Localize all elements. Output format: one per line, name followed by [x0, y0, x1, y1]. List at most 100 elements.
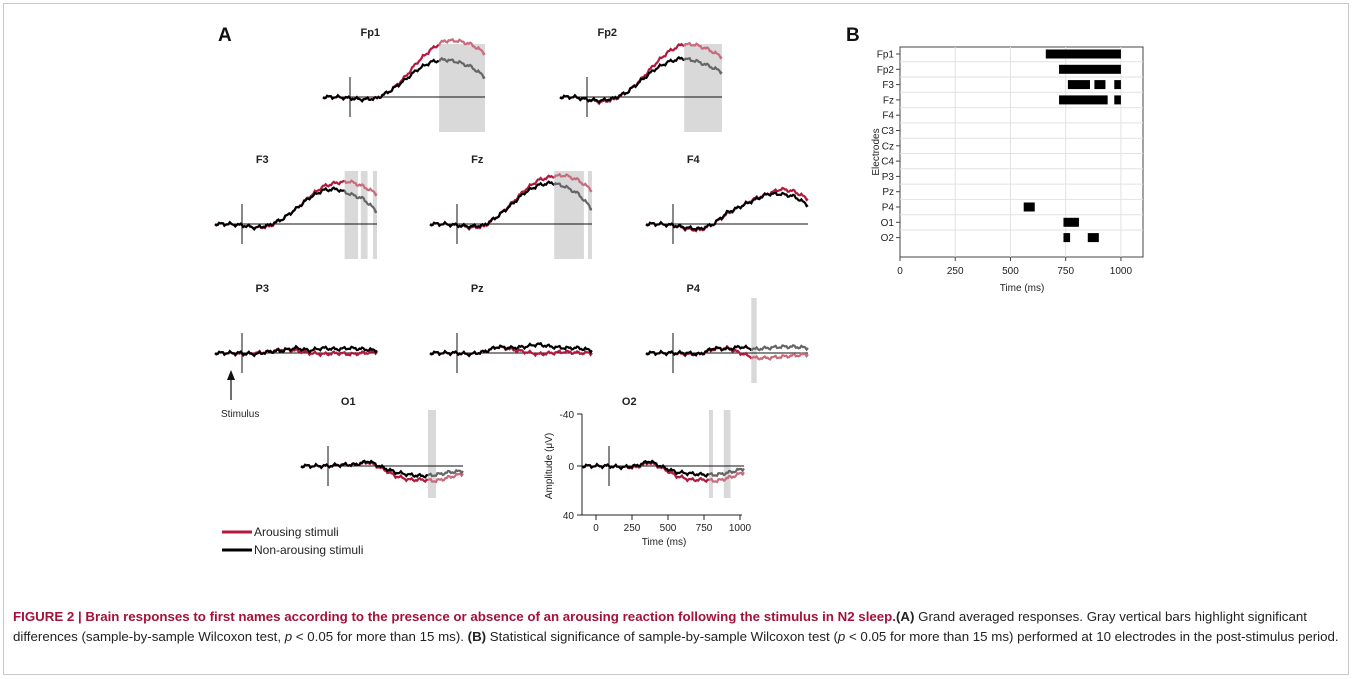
raster-segment-fz-6 — [1114, 95, 1121, 105]
panel-b-raster: Fp1 Fp2 F3 Fz F4 C3 Cz C4 P3 Pz P4 O1 O2 0 250 500 750 1… — [871, 46, 1144, 294]
o2-axes: -40 0 40 Amplitude (μV) 0 250 500 750 10… — [544, 410, 752, 548]
panel-a-erp-plots: Fp1 Fp2 F3 Fz F4 P3 Pz P4 O1 O2 — [214, 27, 809, 498]
trace-arousing-fp2-sig — [683, 41, 723, 60]
sig-bar-o2-0 — [708, 410, 713, 498]
o2-ytick-mid: 0 — [568, 462, 574, 473]
trace-non-arousing-f4 — [645, 191, 809, 232]
erp-label-o2: O2 — [622, 396, 637, 408]
trace-non-arousing-fp1 — [322, 58, 440, 103]
trace-arousing-o1-sig — [427, 472, 464, 484]
o2-ylabel: Amplitude (μV) — [544, 433, 555, 499]
raster-xtick-750: 750 — [1057, 266, 1074, 277]
erp-label-fz: Fz — [471, 154, 484, 166]
erp-plot-o2: O2 — [581, 396, 745, 498]
trace-arousing-o2-sig — [708, 471, 745, 484]
raster-row-label-o2: O2 — [881, 233, 895, 244]
trace-arousing-p4-sig — [750, 351, 809, 361]
raster-row-label-f3: F3 — [882, 80, 894, 91]
trace-arousing-f3-sig — [343, 179, 378, 197]
legend-non-arousing-label: Non-arousing stimuli — [254, 543, 363, 557]
raster-segment-o1-8 — [1063, 217, 1079, 227]
raster-row-label-o1: O1 — [881, 218, 895, 229]
erp-label-fp1: Fp1 — [360, 27, 380, 39]
trace-arousing-fz — [429, 174, 555, 232]
sig-bar-f3-2 — [372, 171, 377, 259]
erp-label-p3: P3 — [256, 283, 269, 295]
figure-caption: FIGURE 2 | Brain responses to first name… — [13, 607, 1343, 647]
erp-label-f4: F4 — [687, 154, 701, 166]
trace-non-arousing-o2 — [581, 459, 710, 478]
panel-a-letter: A — [218, 25, 232, 46]
trace-non-arousing-o2-sig — [708, 467, 745, 478]
o2-ytick-bottom: 40 — [563, 511, 575, 522]
erp-label-o1: O1 — [341, 396, 356, 408]
raster-row-label-c4: C4 — [881, 157, 894, 168]
figure-frame — [3, 3, 1349, 675]
stimulus-arrow — [227, 370, 235, 400]
raster-segment-f3-4 — [1114, 80, 1121, 90]
raster-segment-o2-9 — [1063, 233, 1071, 243]
sig-bar-o2-1 — [723, 410, 731, 498]
raster-segment-fz-5 — [1059, 95, 1108, 105]
panel-b-letter: B — [846, 25, 860, 46]
erp-plot-p4: P4 — [645, 283, 809, 383]
raster-segment-fp1-0 — [1045, 49, 1121, 59]
caption-b-text-2: < 0.05 for more than 15 ms) performed at… — [845, 629, 1339, 644]
figure-graphics: A B Fp1 Fp2 F3 Fz F4 P3 Pz P4 O1 O2 Stimulus -40 … — [214, 25, 1144, 557]
erp-plot-pz: Pz — [429, 283, 593, 373]
o2-xtick-1000: 1000 — [729, 523, 752, 534]
erp-plot-fz: Fz — [429, 154, 593, 259]
erp-plot-f3: F3 — [214, 154, 378, 259]
o2-ytick-top: -40 — [560, 410, 575, 421]
trace-non-arousing-p4-sig — [750, 344, 809, 352]
raster-frame — [899, 46, 1144, 258]
erp-plot-f4: F4 — [645, 154, 809, 244]
raster-row-label-f4: F4 — [882, 111, 894, 122]
sig-bar-o1-0 — [427, 410, 436, 498]
raster-segment-o2-10 — [1087, 233, 1099, 243]
erp-plot-p3: P3 — [214, 283, 378, 373]
trace-non-arousing-pz — [429, 341, 593, 358]
erp-label-p4: P4 — [687, 283, 701, 295]
o2-xtick-250: 250 — [624, 523, 641, 534]
raster-xlabel: Time (ms) — [1000, 283, 1045, 294]
caption-title: FIGURE 2 | Brain responses to first name… — [13, 609, 896, 624]
caption-p1: p — [284, 629, 293, 644]
trace-arousing-o1 — [300, 460, 429, 484]
raster-xtick-250: 250 — [947, 266, 964, 277]
trace-non-arousing-fz — [429, 180, 555, 230]
trace-non-arousing-f3-sig — [343, 190, 378, 214]
caption-a-text-1: Grand averaged responses. Gray vertical … — [13, 609, 1307, 644]
erp-plot-fp2: Fp2 — [559, 27, 723, 132]
caption-a-label: (A) — [896, 609, 915, 624]
raster-xtick-0: 0 — [897, 266, 903, 277]
caption-b-text-1: Statistical significance of sample-by-sa… — [486, 629, 838, 644]
trace-non-arousing-p4 — [645, 344, 753, 357]
erp-plot-o1: O1 — [300, 396, 464, 498]
trace-non-arousing-fp2 — [559, 55, 685, 105]
raster-row-label-p3: P3 — [882, 172, 895, 183]
trace-non-arousing-fz-sig — [553, 182, 593, 211]
raster-segment-f3-3 — [1094, 80, 1106, 90]
trace-arousing-fp1 — [322, 44, 440, 103]
legend-arousing-label: Arousing stimuli — [254, 525, 339, 539]
trace-non-arousing-f3 — [214, 186, 345, 232]
erp-plot-fp1: Fp1 — [322, 27, 486, 132]
sig-bar-p4-0 — [751, 298, 757, 383]
o2-xtick-0: 0 — [593, 523, 599, 534]
raster-row-label-p4: P4 — [882, 203, 895, 214]
raster-segment-fp2-1 — [1059, 64, 1121, 74]
sig-bar-fz-1 — [587, 171, 592, 259]
legend: Arousing stimuli Non-arousing stimuli — [222, 525, 363, 557]
erp-label-f3: F3 — [256, 154, 269, 166]
raster-row-label-fp2: Fp2 — [877, 65, 895, 76]
trace-non-arousing-fp1-sig — [438, 56, 486, 80]
erp-label-pz: Pz — [471, 283, 484, 295]
trace-non-arousing-o1 — [300, 459, 428, 479]
trace-arousing-fz-sig — [553, 172, 593, 193]
trace-non-arousing-o1-sig — [427, 468, 464, 478]
raster-row-label-fp1: Fp1 — [877, 50, 895, 61]
raster-ylabel: Electrodes — [871, 128, 882, 175]
sig-bar-fz-0 — [554, 171, 584, 259]
raster-xtick-500: 500 — [1002, 266, 1019, 277]
